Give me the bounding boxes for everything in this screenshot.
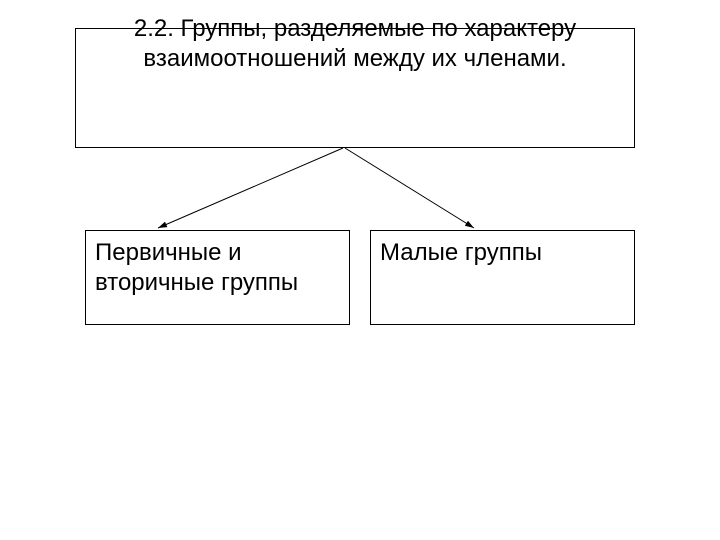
right-box-label: Малые группы	[380, 238, 625, 268]
diagram-canvas: 2.2. Группы, разделяемые по характеру вз…	[0, 0, 720, 540]
left-box-label: Первичные и вторичные группы	[95, 238, 340, 298]
edge-root-to-right	[345, 148, 474, 228]
root-box	[75, 28, 635, 148]
edge-root-to-left	[158, 148, 343, 228]
